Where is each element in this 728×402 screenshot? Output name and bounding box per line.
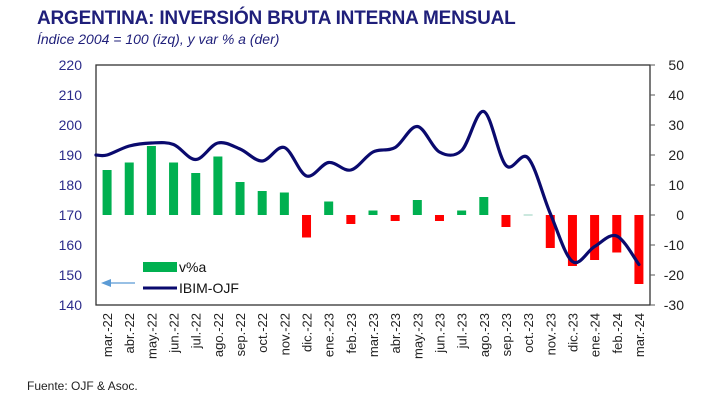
left-tick-label: 160 — [59, 237, 83, 253]
bar — [302, 215, 312, 238]
bar-series — [102, 146, 644, 284]
legend-bar-swatch — [143, 262, 177, 272]
bar — [146, 146, 156, 215]
bar — [434, 215, 444, 221]
x-tick-label: dic.-23 — [565, 313, 580, 352]
bar — [279, 192, 289, 215]
bar — [634, 215, 644, 284]
bar — [501, 215, 511, 227]
left-tick-label: 200 — [59, 117, 83, 133]
legend-line-label: IBIM-OJF — [179, 280, 239, 296]
bar — [346, 215, 356, 224]
bar — [213, 156, 223, 215]
x-tick-label: mar.-24 — [632, 313, 647, 357]
bar — [612, 215, 622, 253]
x-tick-label: feb.-23 — [344, 313, 359, 353]
left-tick-label: 210 — [59, 87, 83, 103]
bar — [479, 197, 489, 215]
right-tick-label: 20 — [668, 147, 684, 163]
right-tick-label: 0 — [676, 207, 684, 223]
x-tick-label: may.-23 — [410, 313, 425, 359]
right-tick-label: 10 — [668, 177, 684, 193]
x-tick-label: jun.-22 — [167, 313, 182, 354]
x-tick-label: ago.-22 — [211, 313, 226, 357]
source-note: Fuente: OJF & Asoc. — [27, 379, 138, 393]
x-tick-label: nov.-22 — [277, 313, 292, 355]
left-tick-label: 150 — [59, 267, 83, 283]
x-tick-label: nov.-23 — [543, 313, 558, 355]
x-tick-label: sep.-23 — [499, 313, 514, 356]
bar — [590, 215, 600, 260]
x-tick-label: oct.-23 — [521, 313, 536, 353]
bar — [169, 162, 179, 215]
right-tick-label: 30 — [668, 117, 684, 133]
bar — [523, 214, 533, 216]
right-tick-label: 50 — [668, 57, 684, 73]
bar — [457, 210, 467, 215]
x-tick-label: ene.-24 — [588, 313, 603, 357]
left-tick-label: 220 — [59, 57, 83, 73]
right-tick-label: -20 — [664, 267, 684, 283]
x-tick-label: abr.-23 — [388, 313, 403, 353]
left-tick-label: 140 — [59, 297, 83, 313]
right-tick-label: 40 — [668, 87, 684, 103]
chart-subtitle: Índice 2004 = 100 (izq), y var % a (der) — [37, 31, 280, 47]
x-axis: mar.-22 abr.-22 may.-22 jun.-22 jul.-22 ago.-… — [100, 313, 647, 359]
bar — [545, 215, 555, 248]
line-series — [94, 109, 641, 267]
x-tick-label: abr.-22 — [122, 313, 137, 353]
x-tick-label: feb.-24 — [610, 313, 625, 353]
bar — [567, 215, 577, 266]
left-tick-label: 190 — [59, 147, 83, 163]
left-tick-label: 170 — [59, 207, 83, 223]
x-tick-label: jun.-23 — [432, 313, 447, 354]
left-tick-label: 180 — [59, 177, 83, 193]
x-tick-label: ago.-23 — [477, 313, 492, 357]
bar — [324, 201, 334, 215]
right-axis: 50 40 30 20 10 0 -10 -20 -30 — [650, 57, 684, 313]
legend: v%a IBIM-OJF — [101, 259, 239, 296]
chart-title: ARGENTINA: INVERSIÓN BRUTA INTERNA MENSU… — [37, 8, 516, 29]
bar — [235, 182, 245, 215]
x-tick-label: ene.-23 — [322, 313, 337, 357]
x-tick-label: mar.-22 — [100, 313, 115, 357]
bar — [390, 215, 400, 221]
bar — [368, 210, 378, 215]
bar — [257, 191, 267, 215]
x-tick-label: jul.-23 — [455, 313, 470, 349]
x-tick-label: dic.-22 — [300, 313, 315, 352]
x-tick-label: sep.-22 — [233, 313, 248, 356]
x-tick-label: mar.-23 — [366, 313, 381, 357]
x-tick-label: jul.-22 — [189, 313, 204, 349]
bar — [191, 173, 201, 215]
bar — [412, 200, 422, 215]
right-tick-label: -30 — [664, 297, 684, 313]
right-tick-label: -10 — [664, 237, 684, 253]
bar — [102, 170, 112, 215]
bar — [124, 162, 134, 215]
legend-bar-label: v%a — [179, 259, 206, 275]
left-arrow-icon — [101, 279, 135, 287]
x-tick-label: oct.-22 — [255, 313, 270, 353]
left-axis: 220 210 200 190 180 170 160 150 140 — [59, 57, 83, 313]
x-tick-label: may.-22 — [144, 313, 159, 359]
ibim-line — [94, 109, 641, 267]
